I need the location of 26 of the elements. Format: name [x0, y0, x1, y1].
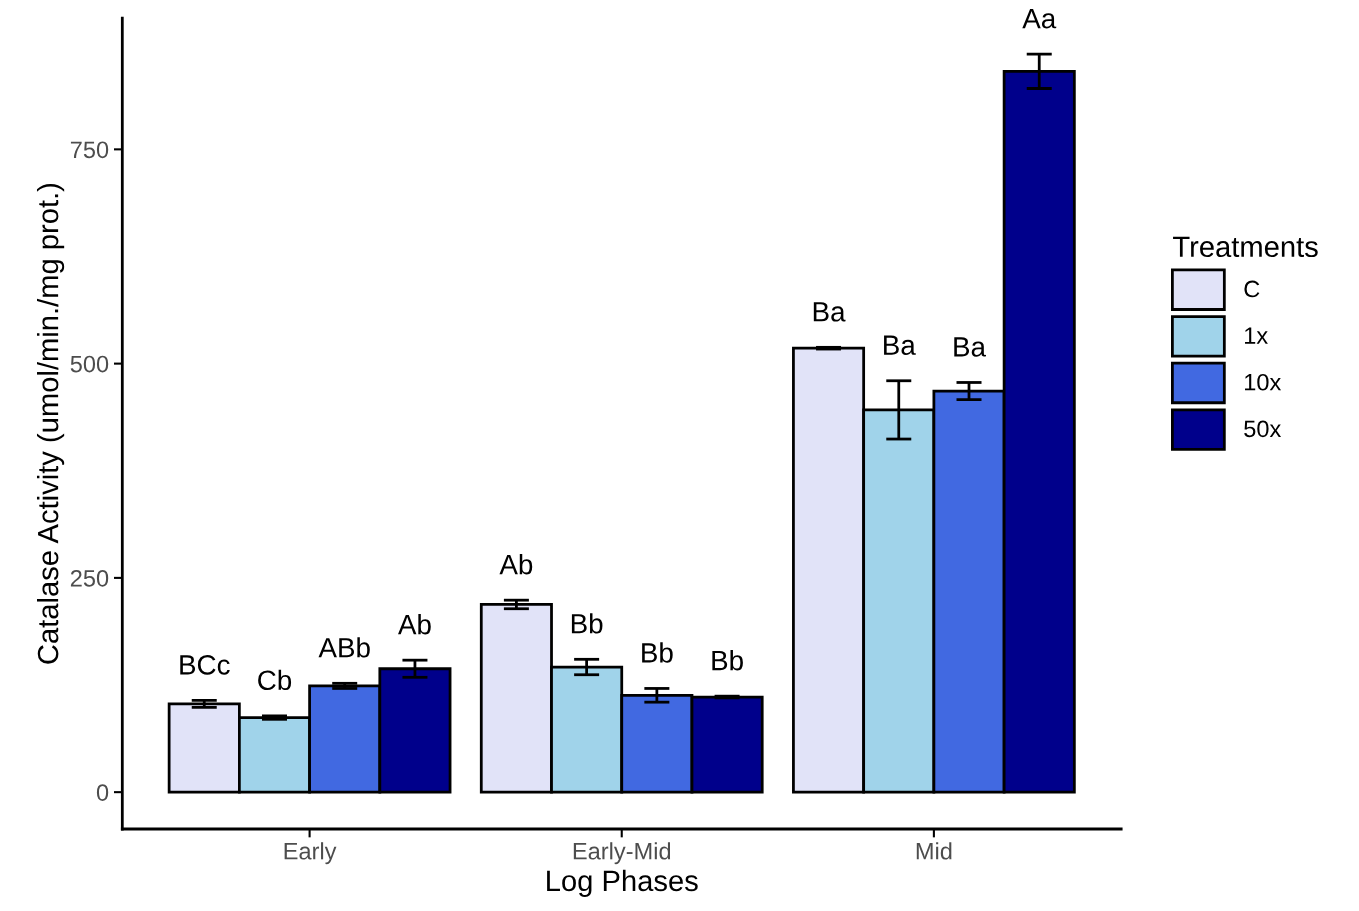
- legend-label: 50x: [1244, 420, 1282, 438]
- data-label: Ba: [813, 302, 846, 322]
- y-tick-label: 500: [70, 355, 109, 373]
- y-tick-label: 750: [70, 141, 109, 159]
- x-tick-label: Mid: [916, 842, 952, 860]
- legend-label: 10x: [1245, 373, 1282, 391]
- data-label: Aa: [1022, 9, 1057, 29]
- data-label: Bb: [642, 642, 673, 663]
- legend-title: Treatments: [1173, 236, 1318, 258]
- y-axis-title: Catalase Activity (umol/min./mg prot.): [36, 183, 65, 664]
- data-label: Bb: [712, 650, 743, 671]
- data-label: Ba: [884, 335, 916, 355]
- x-axis-title: Log Phases: [547, 869, 698, 897]
- data-label: Cb: [258, 669, 292, 691]
- data-label: Bb: [571, 613, 603, 634]
- data-label: ABb: [318, 637, 370, 658]
- data-label: Ab: [398, 614, 431, 635]
- x-tick-label: Early-Mid: [573, 842, 671, 865]
- legend-label: 1x: [1245, 327, 1268, 344]
- data-label: Ab: [499, 554, 533, 575]
- legend-label: C: [1244, 280, 1260, 298]
- data-label: Ba: [954, 337, 986, 357]
- y-tick-label: 0: [96, 784, 109, 801]
- y-tick-label: 250: [70, 569, 109, 587]
- data-label: BCc: [180, 655, 230, 675]
- x-tick-label: Early: [284, 842, 337, 865]
